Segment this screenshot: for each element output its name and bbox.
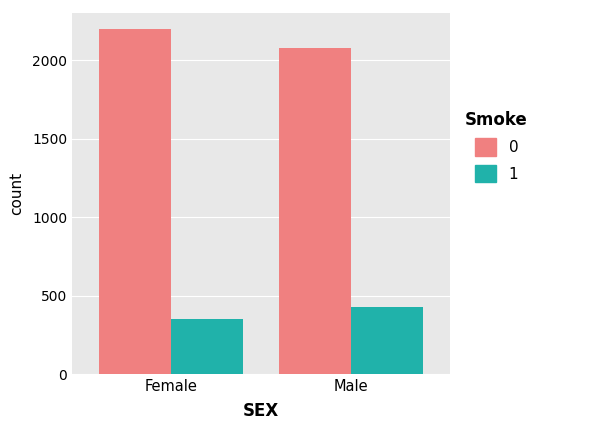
Bar [171, 319, 243, 374]
X-axis label: SEX: SEX [243, 402, 279, 420]
Bar [99, 29, 171, 374]
Bar [279, 48, 351, 374]
Y-axis label: count: count [8, 172, 23, 215]
Bar [351, 307, 423, 374]
Legend: 0, 1: 0, 1 [465, 111, 528, 182]
